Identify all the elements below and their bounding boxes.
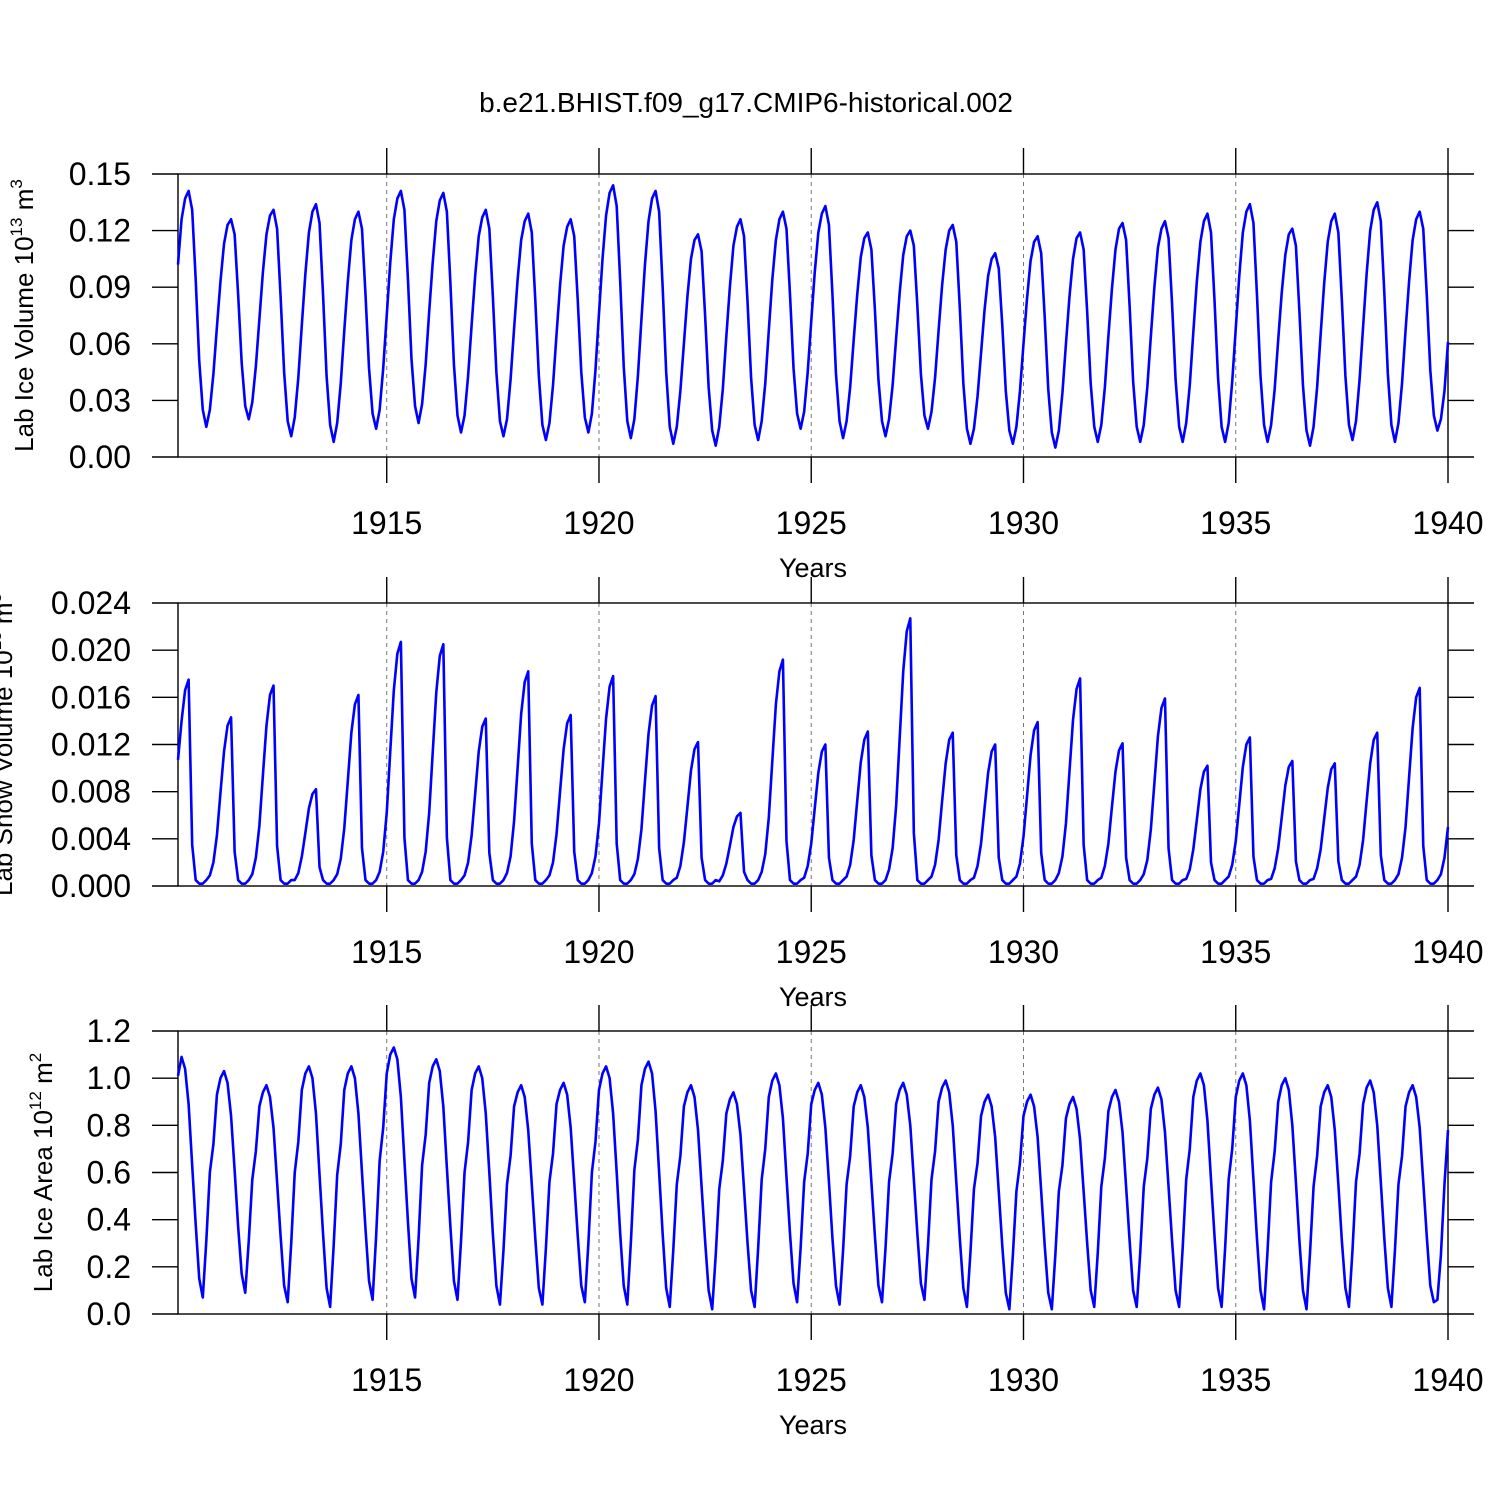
panel: 1915 1920 1925 1930 1935 1940 0.000 0.004 0.008 0… — [0, 577, 1484, 1012]
y-axis-label-part: Lab Snow Volume 10 — [0, 650, 18, 896]
y-tick-label: 0.06 — [69, 326, 131, 362]
y-tick-label: 0.03 — [69, 382, 131, 418]
x-axis-label: Years — [779, 982, 847, 1012]
y-axis-label: Lab Ice Area 1012 m2 — [26, 1053, 58, 1292]
plot-frame — [177, 1030, 1449, 1315]
y-axis-label-part: m — [9, 189, 39, 218]
plot-frame — [177, 602, 1449, 887]
panel: b.e21.BHIST.f09_g17.CMIP6-historical.002… — [7, 87, 1484, 583]
y-axis-label-part: Lab Ice Volume 10 — [9, 236, 39, 451]
y-tick-label: 0.008 — [51, 774, 131, 810]
y-tick-label: 0.0 — [87, 1296, 131, 1332]
y-tick-label: 0.024 — [51, 585, 131, 621]
y-axis-label-part: m — [0, 602, 18, 631]
x-tick-label: 1915 — [351, 1362, 422, 1398]
y-tick-label: 0.09 — [69, 269, 131, 305]
y-axis-label-exponent: 12 — [26, 1091, 45, 1110]
x-tick-label: 1925 — [776, 934, 847, 970]
y-axis-label-exponent: 3 — [7, 179, 26, 188]
y-tick-label: 0.004 — [51, 821, 131, 857]
x-axis-label: Years — [779, 1410, 847, 1440]
data-line — [176, 184, 1450, 449]
y-axis-label-exponent: 2 — [26, 1053, 45, 1062]
y-tick-label: 0.012 — [51, 727, 131, 763]
x-tick-label: 1930 — [988, 934, 1059, 970]
x-tick-label: 1915 — [351, 934, 422, 970]
y-axis-label: Lab Ice Volume 1013 m3 — [7, 179, 39, 452]
y-axis-label-part: m — [28, 1062, 58, 1091]
plot-frame — [177, 173, 1449, 458]
y-tick-label: 0.00 — [69, 439, 131, 475]
y-tick-label: 0.15 — [69, 156, 131, 192]
chart-title: b.e21.BHIST.f09_g17.CMIP6-historical.002 — [479, 87, 1013, 118]
y-tick-label: 0.12 — [69, 213, 131, 249]
x-tick-label: 1925 — [776, 1362, 847, 1398]
data-line — [176, 617, 1450, 885]
x-tick-label: 1920 — [563, 1362, 634, 1398]
x-tick-label: 1925 — [776, 505, 847, 541]
x-tick-label: 1940 — [1412, 505, 1483, 541]
y-axis-label-exponent: 13 — [0, 631, 5, 650]
x-tick-label: 1915 — [351, 505, 422, 541]
x-tick-label: 1935 — [1200, 934, 1271, 970]
y-tick-label: 0.000 — [51, 868, 131, 904]
y-axis-label: Lab Snow Volume 1013 m3 — [0, 593, 18, 896]
y-axis-label-exponent: 13 — [7, 218, 26, 237]
y-axis-label-part: Lab Ice Area 10 — [28, 1110, 58, 1292]
y-tick-label: 1.2 — [87, 1013, 131, 1049]
y-tick-label: 0.6 — [87, 1155, 131, 1191]
x-tick-label: 1930 — [988, 1362, 1059, 1398]
x-axis-label: Years — [779, 553, 847, 583]
panel: 1915 1920 1925 1930 1935 1940 0.0 0.2 0.4 0.6 0.8 1… — [26, 1005, 1484, 1440]
y-tick-label: 1.0 — [87, 1060, 131, 1096]
y-axis-label-exponent: 3 — [0, 593, 5, 602]
y-tick-label: 0.016 — [51, 679, 131, 715]
y-tick-label: 0.2 — [87, 1249, 131, 1285]
x-tick-label: 1920 — [563, 505, 634, 541]
x-tick-label: 1920 — [563, 934, 634, 970]
x-tick-label: 1935 — [1200, 505, 1271, 541]
y-tick-label: 0.4 — [87, 1202, 131, 1238]
x-tick-label: 1935 — [1200, 1362, 1271, 1398]
x-tick-label: 1940 — [1412, 934, 1483, 970]
x-tick-label: 1940 — [1412, 1362, 1483, 1398]
x-tick-label: 1930 — [988, 505, 1059, 541]
y-tick-label: 0.020 — [51, 632, 131, 668]
data-line — [176, 1046, 1450, 1311]
y-tick-label: 0.8 — [87, 1107, 131, 1143]
